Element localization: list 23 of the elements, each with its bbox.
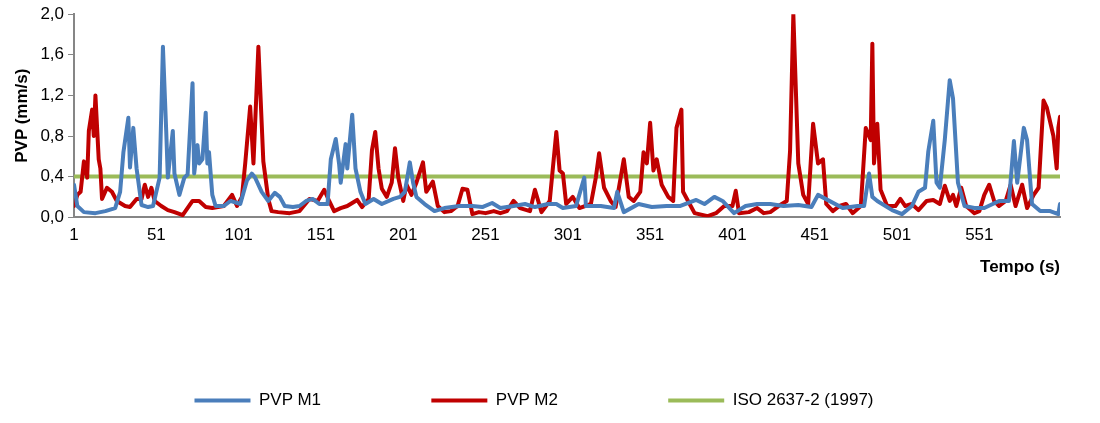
x-tick-label: 51: [146, 225, 166, 245]
y-tick-label: 0,8: [40, 125, 65, 145]
x-axis-title: Tempo (s): [980, 257, 1060, 277]
x-tick-label: 301: [553, 225, 583, 245]
x-tick-label: 551: [965, 225, 994, 245]
y-tick-label: 0,4: [40, 166, 65, 186]
x-tick-label: 351: [635, 225, 665, 245]
y-tick-label: 2,0: [40, 3, 65, 23]
x-tick-label: 101: [224, 225, 253, 245]
x-tick-label: 451: [800, 225, 829, 245]
x-tick-label: 401: [718, 225, 747, 245]
y-tick-label: 1,2: [40, 85, 65, 105]
legend-label: PVP M1: [258, 390, 322, 410]
x-tick-label: 201: [389, 225, 418, 245]
x-tick-label: 251: [471, 225, 500, 245]
legend-label: PVP M2: [495, 390, 558, 410]
x-tick-label: 1: [69, 225, 79, 245]
y-tick-label: 1,6: [40, 44, 65, 64]
x-tick-label: 501: [882, 225, 912, 245]
x-tick-label: 151: [306, 225, 336, 245]
y-axis-title: PVP (mm/s): [11, 68, 31, 163]
y-tick-label: 0,0: [40, 206, 65, 226]
legend-label: ISO 2637-2 (1997): [732, 390, 874, 410]
